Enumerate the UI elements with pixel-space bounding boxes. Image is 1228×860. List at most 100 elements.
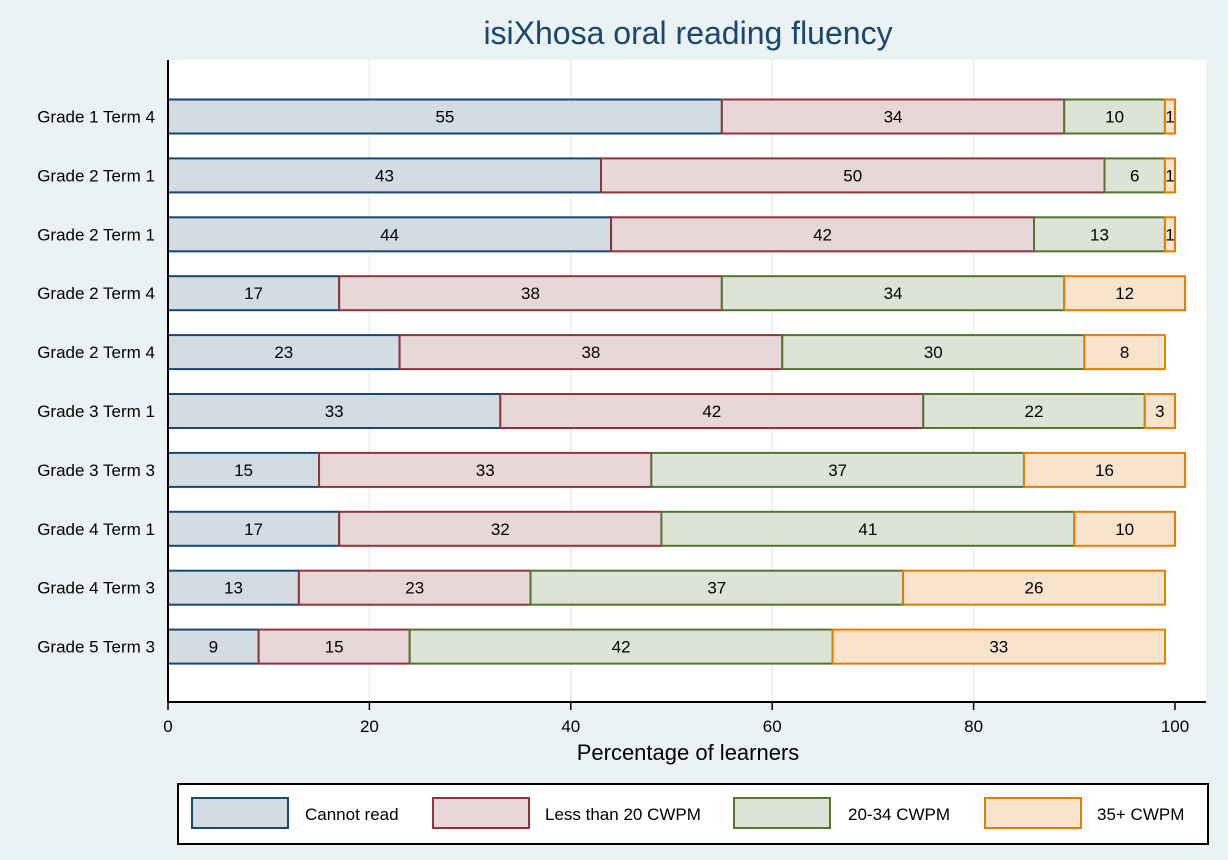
bar-value-label: 33 <box>325 402 344 421</box>
legend-label: 20-34 CWPM <box>848 805 950 824</box>
bar-segment <box>318 451 653 488</box>
bar-value-label: 10 <box>1105 108 1124 127</box>
bar-segment <box>1163 216 1177 253</box>
bar-value-label: 34 <box>884 284 903 303</box>
bar-value-label: 32 <box>491 520 510 539</box>
bar-value-label: 37 <box>707 579 726 598</box>
y-category-label: Grade 5 Term 3 <box>37 638 155 657</box>
y-axis-labels: Grade 1 Term 4 Grade 2 Term 1 Grade 2 Term… <box>37 108 155 657</box>
legend-swatch <box>432 797 530 829</box>
bar-segment <box>167 334 401 371</box>
bar-value-label: 1 <box>1165 225 1174 244</box>
bar-segment <box>781 334 1086 371</box>
bar-segment <box>167 216 613 253</box>
x-tick-label: 40 <box>561 717 580 736</box>
x-axis-title: Percentage of learners <box>577 740 800 765</box>
bar-segment <box>408 628 834 665</box>
bar-segment <box>1083 334 1166 371</box>
bar-value-label: 41 <box>858 520 877 539</box>
bar-value-label: 15 <box>325 638 344 657</box>
bar-segment <box>529 569 905 606</box>
bar-segment <box>167 628 260 665</box>
x-tick-label: 100 <box>1161 717 1189 736</box>
bar-value-label: 1 <box>1165 166 1174 185</box>
bar-segment <box>338 275 723 312</box>
bar-segment <box>1022 451 1187 488</box>
bar-segment <box>831 628 1166 665</box>
bars: 55 34 10 1 43 50 6 1 44 42 13 1 17 38 34 12 23 38 30 8 33 42 2… <box>167 98 1187 665</box>
y-category-label: Grade 2 Term 1 <box>37 225 155 244</box>
bar-segment <box>499 393 925 429</box>
bar-value-label: 42 <box>813 225 832 244</box>
bar-value-label: 16 <box>1095 461 1114 480</box>
legend-swatch <box>191 797 289 829</box>
legend-label: Less than 20 CWPM <box>545 805 701 824</box>
bar-value-label: 12 <box>1115 284 1134 303</box>
bar-segment <box>1073 510 1177 547</box>
bar-segment <box>297 569 532 606</box>
bar-value-label: 6 <box>1130 166 1139 185</box>
bar-segment <box>610 216 1036 253</box>
bar-segment <box>1163 157 1177 194</box>
bar-value-label: 17 <box>244 520 263 539</box>
bar-segment <box>720 275 1066 312</box>
legend-label: Cannot read <box>305 805 399 824</box>
bar-value-label: 10 <box>1115 520 1134 539</box>
bar-segment <box>1163 98 1177 135</box>
y-category-label: Grade 3 Term 3 <box>37 461 155 480</box>
bar-value-label: 23 <box>274 343 293 362</box>
bar-value-label: 13 <box>224 579 243 598</box>
chart-title: isiXhosa oral reading fluency <box>483 15 892 51</box>
y-category-label: Grade 4 Term 1 <box>37 520 155 539</box>
bar-segment <box>1063 98 1166 135</box>
bar-segment <box>257 628 411 665</box>
y-category-label: Grade 4 Term 3 <box>37 579 155 598</box>
bar-value-label: 3 <box>1155 402 1164 421</box>
bar-segment <box>167 510 341 547</box>
bar-segment <box>1063 275 1187 312</box>
bar-value-label: 1 <box>1165 108 1174 127</box>
legend: Cannot read Less than 20 CWPM 20-34 CWPM 35… <box>177 783 1209 845</box>
y-category-label: Grade 1 Term 4 <box>37 108 155 127</box>
bar-value-label: 13 <box>1090 225 1109 244</box>
y-category-label: Grade 2 Term 1 <box>37 166 155 185</box>
bar-value-label: 37 <box>828 461 847 480</box>
bar-value-label: 42 <box>612 638 631 657</box>
legend-swatch <box>984 797 1082 829</box>
x-axis-ticks: 0 20 40 60 80 100 <box>163 702 1189 736</box>
bar-value-label: 22 <box>1025 402 1044 421</box>
bar-value-label: 26 <box>1025 579 1044 598</box>
bar-segment <box>902 569 1166 606</box>
bar-value-label: 8 <box>1120 343 1129 362</box>
bar-value-label: 34 <box>884 108 903 127</box>
y-category-label: Grade 2 Term 4 <box>37 343 155 362</box>
bar-value-label: 33 <box>989 638 1008 657</box>
bar-value-label: 44 <box>380 225 399 244</box>
bar-value-label: 33 <box>476 461 495 480</box>
bar-segment <box>660 510 1076 547</box>
legend-swatch <box>733 797 831 829</box>
bar-segment <box>1143 393 1177 429</box>
bar-value-label: 38 <box>521 284 540 303</box>
bar-value-label: 23 <box>405 579 424 598</box>
legend-label: 35+ CWPM <box>1097 805 1184 824</box>
x-tick-label: 60 <box>763 717 782 736</box>
bar-value-label: 17 <box>244 284 263 303</box>
x-tick-label: 0 <box>163 717 172 736</box>
y-category-label: Grade 3 Term 1 <box>37 402 155 421</box>
bar-segment <box>398 334 784 371</box>
bar-segment <box>1103 157 1166 194</box>
bar-value-label: 38 <box>581 343 600 362</box>
bar-value-label: 30 <box>924 343 943 362</box>
bar-value-label: 42 <box>702 402 721 421</box>
bar-value-label: 50 <box>843 166 862 185</box>
x-tick-label: 20 <box>360 717 379 736</box>
bar-value-label: 9 <box>209 638 218 657</box>
x-tick-label: 80 <box>964 717 983 736</box>
bar-value-label: 55 <box>435 108 454 127</box>
y-category-label: Grade 2 Term 4 <box>37 284 155 303</box>
bar-value-label: 15 <box>234 461 253 480</box>
bar-value-label: 43 <box>375 166 394 185</box>
bar-segment <box>922 393 1146 429</box>
